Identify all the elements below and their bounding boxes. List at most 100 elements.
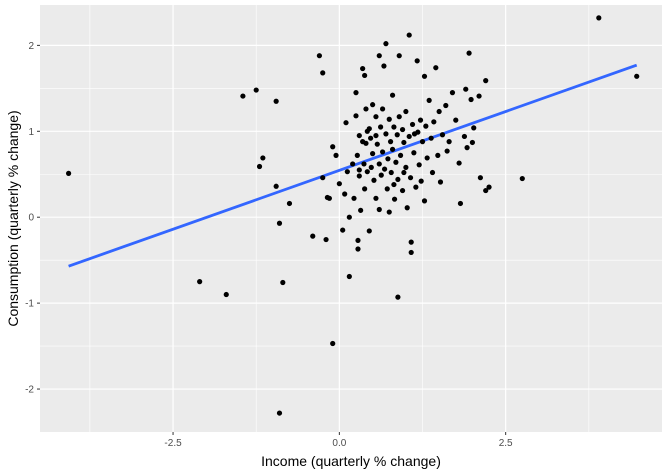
- data-point: [446, 139, 452, 145]
- data-point: [373, 195, 379, 201]
- data-point: [316, 53, 323, 59]
- data-point: [383, 41, 389, 47]
- data-point: [393, 159, 399, 165]
- data-point: [453, 117, 459, 123]
- data-point: [310, 233, 316, 239]
- data-point: [260, 155, 266, 161]
- data-point: [464, 145, 470, 151]
- data-point: [364, 169, 370, 175]
- data-point: [395, 176, 401, 183]
- data-point: [409, 121, 416, 128]
- data-point: [466, 50, 472, 56]
- data-point: [406, 133, 412, 140]
- data-point: [354, 152, 360, 158]
- y-tick-label: -2: [25, 385, 34, 396]
- data-point: [256, 163, 263, 170]
- data-point: [423, 123, 429, 129]
- data-point: [362, 186, 368, 192]
- data-point: [457, 200, 464, 207]
- data-point: [403, 164, 409, 170]
- data-point: [362, 72, 368, 79]
- data-point: [355, 237, 361, 244]
- data-point: [519, 175, 525, 182]
- data-point: [389, 146, 396, 152]
- data-point: [461, 133, 468, 140]
- data-point: [66, 170, 72, 176]
- data-point: [286, 200, 293, 207]
- data-point: [374, 141, 380, 147]
- data-point: [342, 191, 348, 197]
- data-point: [381, 166, 388, 172]
- data-point: [336, 181, 342, 187]
- data-point: [394, 132, 400, 138]
- data-point: [381, 63, 387, 69]
- data-point: [353, 113, 359, 119]
- data-point: [280, 279, 286, 286]
- data-point: [385, 156, 391, 162]
- data-point: [350, 161, 356, 167]
- data-point: [397, 152, 404, 158]
- data-point: [378, 172, 384, 178]
- y-tick-label: 0: [28, 213, 34, 224]
- data-point: [483, 187, 489, 194]
- data-point: [388, 169, 394, 176]
- data-point: [395, 294, 401, 300]
- data-point: [426, 97, 432, 103]
- x-tick-label: 2.5: [499, 438, 513, 449]
- data-point: [391, 196, 398, 202]
- data-point: [408, 249, 414, 256]
- data-point: [333, 152, 339, 158]
- x-tick-label: -2.5: [164, 438, 182, 449]
- data-point: [443, 102, 449, 109]
- data-point: [401, 169, 407, 176]
- data-point: [406, 32, 412, 38]
- data-point: [344, 169, 350, 175]
- data-point: [476, 93, 482, 99]
- data-points: [66, 15, 640, 416]
- data-point: [373, 114, 379, 120]
- data-point: [273, 98, 279, 104]
- data-point: [386, 116, 392, 122]
- data-point: [417, 117, 424, 123]
- y-tick-label: 1: [28, 127, 34, 138]
- data-point: [326, 195, 332, 201]
- data-point: [399, 126, 406, 133]
- data-point: [253, 87, 259, 93]
- data-point: [419, 139, 426, 145]
- x-tick-label: 0.0: [332, 438, 346, 449]
- data-point: [404, 205, 410, 211]
- data-point: [396, 114, 402, 120]
- data-point: [463, 86, 469, 92]
- data-point: [323, 236, 329, 243]
- data-point: [330, 144, 336, 150]
- data-point: [366, 228, 372, 234]
- data-point: [361, 161, 367, 167]
- data-point: [435, 152, 441, 158]
- data-point: [320, 70, 326, 76]
- data-point: [370, 102, 376, 108]
- data-point: [368, 164, 374, 170]
- data-point: [376, 161, 382, 167]
- data-point: [355, 246, 361, 252]
- y-axis-ticks: -2 -1 0 1 2: [25, 41, 40, 396]
- data-point: [596, 15, 602, 21]
- data-point: [428, 135, 434, 141]
- data-point: [483, 78, 489, 84]
- data-point: [368, 135, 374, 141]
- data-point: [346, 214, 352, 220]
- data-point: [360, 65, 366, 72]
- data-point: [399, 187, 406, 194]
- data-point: [468, 96, 474, 103]
- data-point: [403, 108, 409, 115]
- data-point: [429, 169, 436, 176]
- data-point: [346, 273, 352, 280]
- data-point: [437, 179, 444, 185]
- data-point: [371, 177, 377, 183]
- data-point: [387, 139, 394, 145]
- y-tick-label: -1: [25, 299, 34, 310]
- data-point: [421, 198, 428, 204]
- data-point: [353, 90, 359, 96]
- x-axis-title: Income (quarterly % change): [261, 453, 441, 469]
- data-point: [276, 410, 283, 416]
